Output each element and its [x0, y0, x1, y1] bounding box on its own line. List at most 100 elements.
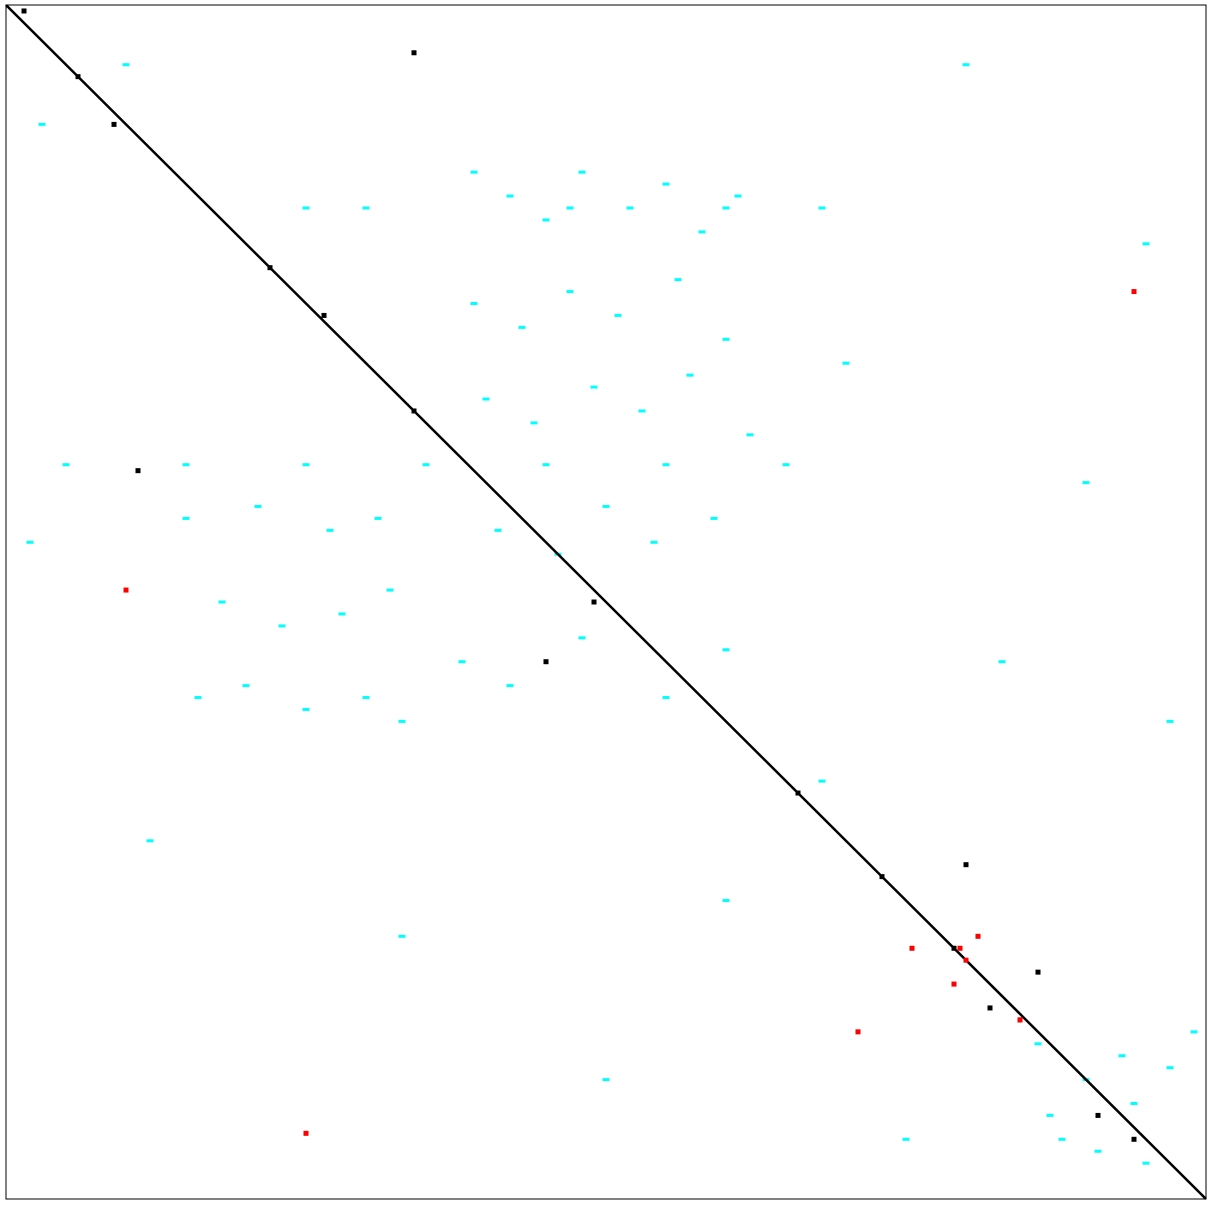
nonzero-mark [1082, 481, 1090, 485]
nonzero-mark [374, 516, 382, 520]
nonzero-mark [470, 302, 478, 305]
nonzero-mark [902, 1137, 910, 1141]
nonzero-mark [1130, 1101, 1138, 1105]
nonzero-mark [879, 874, 885, 880]
nonzero-mark [398, 719, 406, 723]
nonzero-mark [21, 8, 27, 14]
nonzero-mark [626, 206, 634, 210]
nonzero-mark [326, 528, 334, 532]
nonzero-mark [795, 790, 801, 796]
nonzero-mark [182, 463, 190, 467]
nonzero-mark [543, 659, 549, 665]
nonzero-mark [686, 373, 694, 377]
nonzero-mark [182, 516, 190, 520]
nonzero-mark [566, 206, 574, 210]
nonzero-mark [662, 463, 670, 467]
nonzero-mark [1095, 1112, 1101, 1118]
nonzero-mark [1046, 1113, 1054, 1117]
nonzero-mark [218, 600, 226, 604]
plot-frame [5, 4, 1207, 1200]
nonzero-mark [1142, 242, 1150, 246]
nonzero-mark [506, 194, 514, 198]
nonzero-mark [638, 409, 646, 413]
nonzero-mark [302, 707, 310, 711]
nonzero-mark [842, 361, 850, 365]
nonzero-mark [1035, 969, 1041, 975]
nonzero-mark [855, 1029, 861, 1035]
nonzero-mark [321, 312, 327, 318]
nonzero-mark [194, 696, 202, 700]
nonzero-mark [386, 588, 394, 592]
nonzero-mark [818, 779, 826, 783]
nonzero-mark [987, 1005, 993, 1011]
nonzero-mark [591, 599, 597, 605]
nonzero-mark [698, 230, 706, 234]
nonzero-mark [1017, 1017, 1023, 1023]
nonzero-mark [38, 122, 46, 126]
nonzero-mark [818, 206, 826, 210]
nonzero-mark [710, 516, 718, 520]
nonzero-mark [1094, 1149, 1102, 1153]
nonzero-mark [302, 463, 310, 467]
nonzero-mark [62, 463, 70, 467]
nonzero-mark [146, 839, 154, 843]
nonzero-mark [662, 182, 670, 186]
nonzero-mark [1131, 1136, 1137, 1142]
nonzero-mark [530, 421, 538, 425]
nonzero-mark [734, 194, 742, 198]
nonzero-mark [1190, 1030, 1198, 1034]
nonzero-mark [602, 1078, 610, 1082]
nonzero-mark [1118, 1054, 1126, 1058]
nonzero-mark [578, 636, 586, 640]
nonzero-mark [963, 862, 969, 868]
nonzero-mark [1166, 719, 1174, 723]
nonzero-mark [951, 945, 957, 951]
nonzero-mark [962, 63, 970, 67]
nonzero-mark [506, 684, 514, 688]
nonzero-mark [998, 660, 1006, 664]
nonzero-mark [662, 696, 670, 700]
nonzero-mark [650, 540, 658, 544]
nonzero-mark [338, 612, 346, 616]
nonzero-mark [302, 206, 310, 210]
nonzero-mark [746, 433, 754, 437]
diagonal-line [5, 4, 1207, 1200]
nonzero-mark [957, 945, 963, 951]
nonzero-mark [542, 463, 550, 467]
nonzero-mark [1142, 1161, 1150, 1165]
nonzero-mark [602, 504, 610, 508]
nonzero-mark [542, 218, 550, 222]
nonzero-mark [518, 325, 526, 329]
nonzero-mark [566, 290, 574, 294]
nonzero-mark [975, 933, 981, 939]
nonzero-mark [722, 899, 730, 902]
nonzero-mark [722, 337, 730, 341]
nonzero-mark [411, 50, 417, 56]
nonzero-mark [254, 504, 262, 508]
nonzero-mark [1058, 1137, 1066, 1141]
nonzero-mark [578, 170, 586, 174]
nonzero-mark [909, 945, 915, 951]
nonzero-mark [111, 121, 117, 127]
nonzero-mark [494, 528, 502, 532]
nonzero-mark [963, 957, 969, 963]
nonzero-mark [362, 206, 370, 210]
nonzero-mark [782, 463, 790, 467]
nonzero-mark [951, 981, 957, 987]
nonzero-mark [362, 696, 370, 700]
nonzero-mark [614, 313, 622, 317]
nonzero-mark [267, 265, 273, 271]
nonzero-mark [722, 206, 730, 210]
nonzero-mark [242, 684, 250, 688]
nonzero-mark [674, 278, 682, 282]
nonzero-mark [123, 587, 129, 593]
nonzero-mark [1131, 289, 1137, 295]
nonzero-mark [470, 170, 478, 174]
nonzero-mark [590, 385, 598, 389]
nonzero-mark [1166, 1066, 1174, 1070]
nonzero-mark [422, 463, 430, 467]
nonzero-mark [26, 540, 34, 544]
nonzero-mark [722, 648, 730, 652]
nonzero-mark [482, 397, 490, 401]
